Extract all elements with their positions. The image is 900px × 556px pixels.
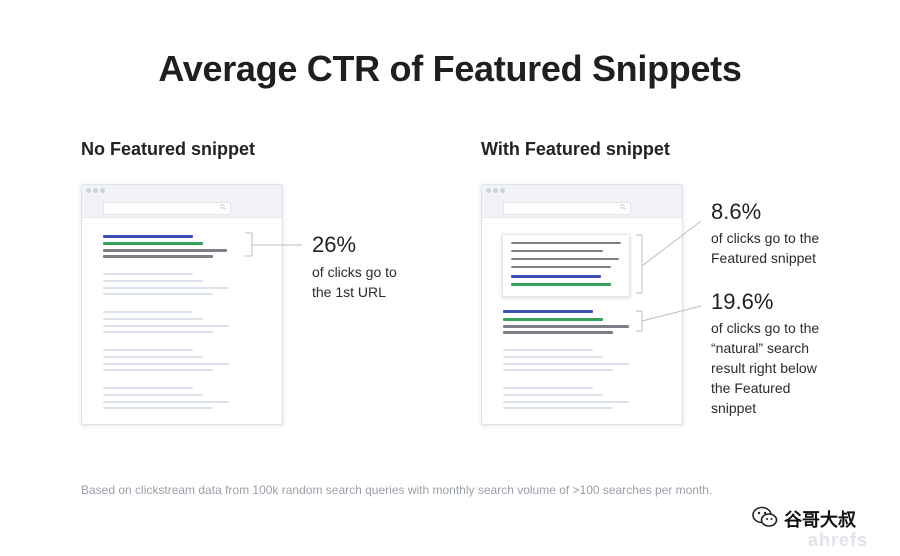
browser-toolbar bbox=[82, 185, 282, 218]
bracket-natural-result bbox=[636, 310, 643, 332]
stat-description-line: of clicks go to the bbox=[711, 230, 820, 246]
result-placeholder-line bbox=[103, 311, 193, 313]
result-placeholder-line bbox=[103, 293, 213, 295]
connector-featured-snippet bbox=[641, 220, 702, 267]
result-title-line bbox=[503, 310, 593, 313]
result-placeholder-line bbox=[103, 356, 203, 358]
result-url-line bbox=[103, 242, 203, 245]
snippet-title-line bbox=[511, 275, 601, 278]
browser-toolbar bbox=[482, 185, 682, 218]
stat-description-line: of clicks go to bbox=[312, 264, 397, 280]
result-placeholder-line bbox=[103, 349, 193, 351]
window-dot-icon bbox=[493, 188, 498, 193]
browser-mockup-no-snippet bbox=[81, 184, 283, 425]
search-icon bbox=[220, 204, 226, 210]
window-dot-icon bbox=[100, 188, 105, 193]
result-placeholder-line bbox=[103, 401, 229, 403]
stat-value-natural: 19.6% bbox=[711, 289, 774, 314]
stat-description-line: of clicks go to the bbox=[711, 320, 820, 336]
result-placeholder-line bbox=[503, 349, 593, 351]
result-placeholder-line bbox=[103, 273, 193, 275]
result-snippet-line bbox=[503, 325, 629, 328]
stat-description-first-url: of clicks go to the 1st URL bbox=[312, 262, 397, 302]
snippet-text-line bbox=[511, 266, 611, 268]
featured-snippet-box bbox=[502, 234, 630, 297]
snippet-url-line bbox=[511, 283, 611, 286]
stat-description-line: the 1st URL bbox=[312, 284, 386, 300]
stat-description-snippet: of clicks go to the Featured snippet bbox=[711, 228, 819, 268]
result-title-line bbox=[103, 235, 193, 238]
result-snippet-line bbox=[503, 331, 613, 334]
right-panel-heading: With Featured snippet bbox=[481, 139, 670, 159]
result-placeholder-line bbox=[103, 394, 203, 396]
result-placeholder-line bbox=[103, 369, 213, 371]
result-placeholder-line bbox=[503, 394, 603, 396]
bracket-featured-snippet bbox=[636, 234, 643, 294]
stat-description-natural: of clicks go to the “natural” search res… bbox=[711, 318, 819, 418]
stat-value-snippet: 8.6% bbox=[711, 199, 762, 224]
snippet-text-line bbox=[511, 258, 619, 260]
browser-mockup-with-snippet bbox=[481, 184, 683, 425]
stat-description-line: the Featured bbox=[711, 380, 791, 396]
snippet-text-line bbox=[511, 250, 603, 252]
page-title: Average CTR of Featured Snippets bbox=[158, 48, 742, 89]
result-placeholder-line bbox=[103, 387, 193, 389]
result-placeholder-line bbox=[103, 363, 229, 365]
result-placeholder-line bbox=[103, 325, 229, 327]
result-placeholder-line bbox=[503, 407, 613, 409]
search-bar bbox=[503, 202, 631, 215]
window-dot-icon bbox=[500, 188, 505, 193]
stat-description-line: “natural” search bbox=[711, 340, 810, 356]
result-placeholder-line bbox=[503, 363, 629, 365]
result-placeholder-line bbox=[503, 356, 603, 358]
bracket-first-url bbox=[245, 232, 253, 257]
search-bar bbox=[103, 202, 231, 215]
result-placeholder-line bbox=[503, 387, 593, 389]
brand-watermark: ahrefs bbox=[808, 530, 869, 550]
stat-description-line: result right below bbox=[711, 360, 817, 376]
wechat-icon bbox=[752, 506, 778, 527]
result-placeholder-line bbox=[103, 287, 229, 289]
snippet-text-line bbox=[511, 242, 621, 244]
result-placeholder-line bbox=[503, 369, 613, 371]
connector-natural-result bbox=[641, 305, 702, 322]
result-placeholder-line bbox=[103, 331, 213, 333]
search-icon bbox=[620, 204, 626, 210]
footnote: Based on clickstream data from 100k rand… bbox=[81, 483, 713, 497]
result-placeholder-line bbox=[503, 401, 629, 403]
window-dot-icon bbox=[93, 188, 98, 193]
watermark-text: 谷哥大叔 bbox=[784, 510, 856, 530]
window-dot-icon bbox=[486, 188, 491, 193]
result-snippet-line bbox=[103, 255, 213, 258]
result-snippet-line bbox=[103, 249, 227, 252]
stat-description-line: snippet bbox=[711, 400, 757, 416]
result-placeholder-line bbox=[103, 318, 203, 320]
result-url-line bbox=[503, 318, 603, 321]
result-placeholder-line bbox=[103, 407, 213, 409]
result-placeholder-line bbox=[103, 280, 203, 282]
stat-description-line: Featured snippet bbox=[711, 250, 817, 266]
window-dot-icon bbox=[86, 188, 91, 193]
left-panel-heading: No Featured snippet bbox=[81, 139, 256, 159]
stat-value-first-url: 26% bbox=[312, 232, 357, 257]
